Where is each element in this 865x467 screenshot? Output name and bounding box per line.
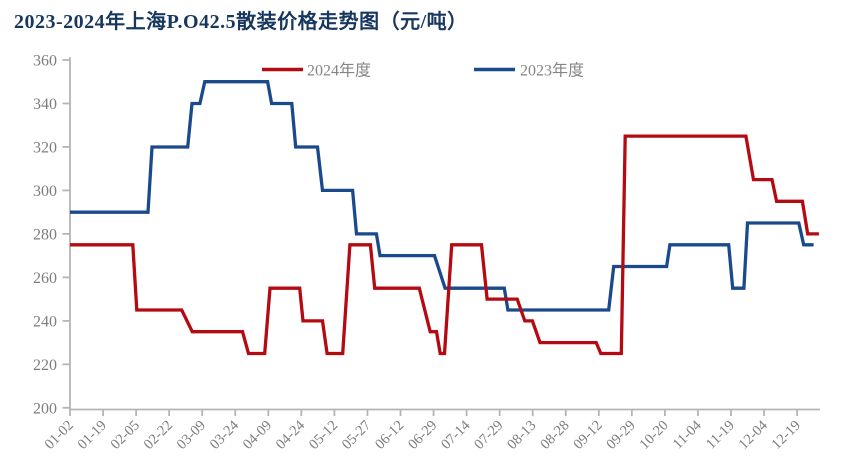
x-axis-tick-label: 06-12 [372, 418, 407, 453]
y-axis-tick-label: 220 [33, 357, 57, 374]
x-axis-tick-label: 12-04 [736, 417, 772, 453]
y-axis-tick-label: 360 [33, 53, 57, 70]
x-axis-tick-label: 02-05 [108, 418, 143, 453]
y-axis-tick-label: 300 [33, 183, 57, 200]
y-axis-tick-label: 240 [33, 313, 57, 330]
x-axis-tick-label: 11-19 [703, 418, 738, 453]
y-axis-tick-label: 260 [33, 270, 57, 287]
x-axis-tick-label: 01-19 [75, 418, 110, 453]
y-axis-tick-label: 200 [33, 400, 57, 417]
x-axis-tick-label: 09-12 [570, 418, 605, 453]
x-axis-tick-label: 07-14 [438, 417, 474, 453]
x-axis-tick-label: 04-24 [273, 417, 309, 453]
x-axis-tick-label: 03-09 [174, 418, 209, 453]
x-axis-tick-label: 12-19 [769, 418, 804, 453]
y-axis-tick-label: 280 [33, 226, 57, 243]
series-line-2023 [70, 80, 814, 312]
legend-label-2024: 2024年度 [307, 62, 371, 80]
y-axis-tick-label: 320 [33, 139, 57, 156]
x-axis-tick-label: 05-12 [306, 418, 341, 453]
x-axis-tick-label: 08-28 [537, 418, 572, 453]
x-axis-tick-label: 04-09 [240, 418, 275, 453]
x-axis-tick-label: 03-24 [207, 417, 243, 453]
x-axis-tick-label: 08-13 [504, 418, 539, 453]
x-axis-tick-label: 09-29 [603, 418, 638, 453]
x-axis-tick-label: 11-04 [670, 417, 705, 452]
legend-label-2023: 2023年度 [520, 62, 584, 80]
axis-lines [69, 57, 820, 411]
y-axis-tick-label: 340 [33, 96, 57, 113]
x-axis-tick-label: 02-22 [141, 418, 176, 453]
chart-title: 2023-2024年上海P.O42.5散装价格走势图（元/吨） [14, 11, 468, 33]
x-axis-tick-label: 10-20 [636, 418, 671, 453]
x-axis-tick-label: 07-29 [471, 418, 506, 453]
x-axis-tick-label: 01-02 [42, 418, 77, 453]
x-axis-tick-label: 06-29 [405, 418, 440, 453]
series-line-2024 [70, 134, 819, 356]
x-axis-tick-label: 05-27 [339, 418, 374, 453]
